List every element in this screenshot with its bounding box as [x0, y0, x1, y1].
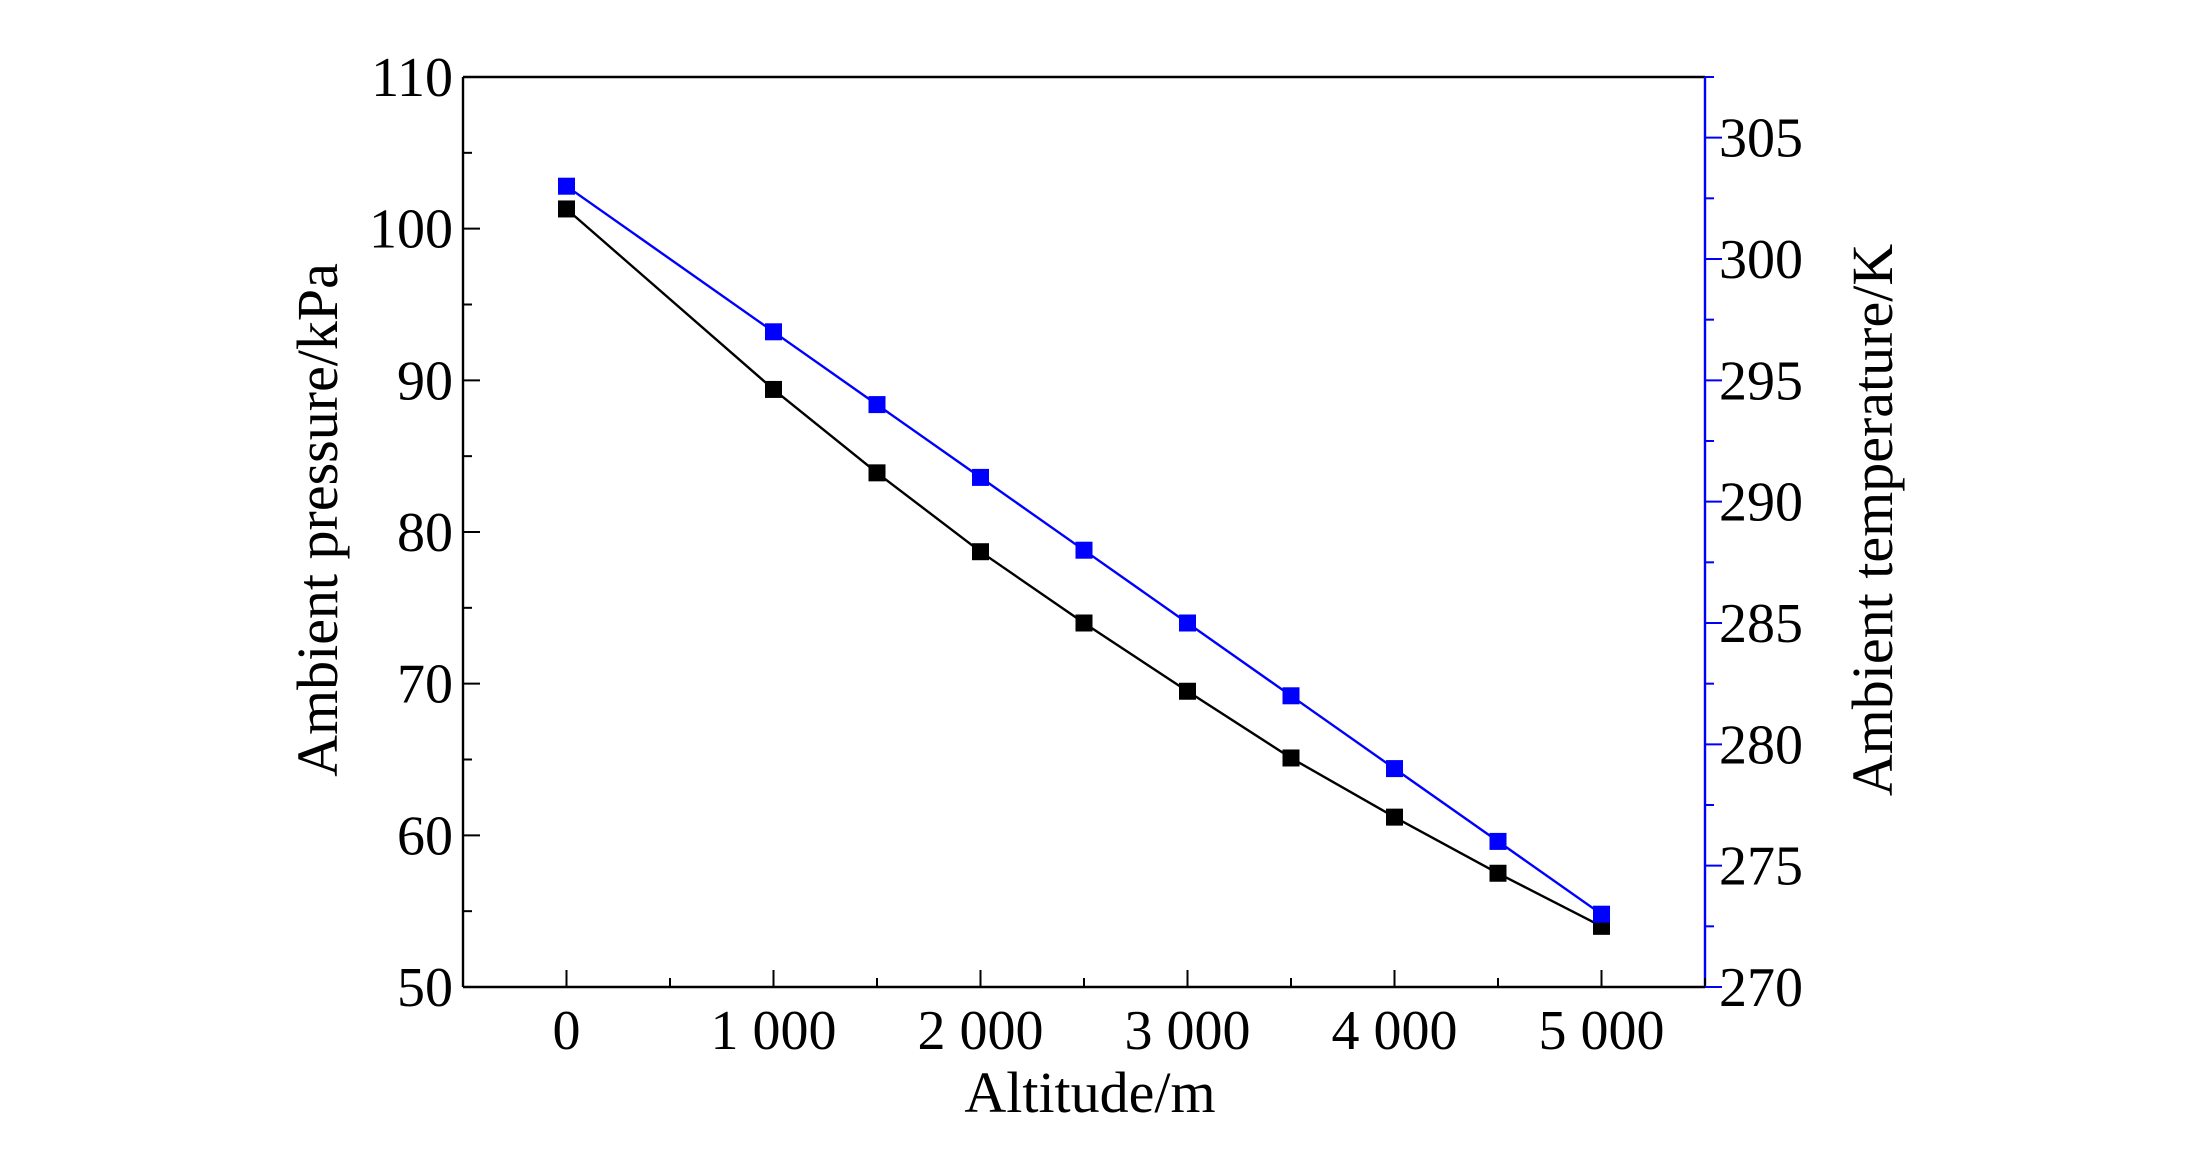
left-y-tick-label: 60	[397, 805, 453, 867]
series-1-point-6	[1179, 682, 1196, 700]
series-2-point-7	[1282, 687, 1300, 705]
x-tick-label: 1 000	[711, 1000, 837, 1062]
left-y-axis-title: Ambient pressure/kPa	[285, 263, 350, 777]
series-1-point-2	[765, 380, 782, 398]
right-y-tick-label: 290	[1719, 472, 1803, 534]
series-1-line	[565, 208, 1603, 928]
left-y-tick-label: 110	[371, 47, 453, 109]
left-y-tick-label: 90	[397, 350, 453, 412]
series-2-point-2	[765, 323, 782, 341]
right-y-tick-label: 275	[1719, 836, 1803, 898]
series-1-point-4	[972, 543, 989, 561]
series-2	[558, 177, 1610, 923]
series-2-point-5	[1075, 541, 1093, 559]
series-1-point-9	[1489, 864, 1507, 882]
series-1-point-3	[868, 464, 886, 482]
axes-layer: 0 1 000 2 000 3 000 4 000 5 000 50 60 70 80 90 100 1…	[369, 47, 1803, 1062]
series-2-point-1	[558, 177, 575, 195]
series-1-point-1	[558, 200, 575, 218]
x-tick-label: 0	[553, 1000, 581, 1062]
right-y-tick-label: 280	[1719, 714, 1803, 776]
series-1-point-7	[1282, 749, 1300, 767]
right-y-tick-label: 305	[1719, 108, 1803, 170]
left-y-tick-label: 100	[369, 199, 453, 261]
series-2-line	[565, 185, 1603, 916]
right-y-tick-label: 300	[1719, 229, 1803, 291]
right-y-axis-title: Ambient temperature/K	[1840, 244, 1905, 797]
x-tick-label: 2 000	[918, 1000, 1044, 1062]
right-y-tick-label: 295	[1719, 350, 1803, 412]
left-y-tick-label: 70	[397, 654, 453, 716]
x-tick-label: 5 000	[1539, 1000, 1665, 1062]
right-y-tick-label: 270	[1719, 957, 1803, 1019]
x-axis-title: Altitude/m	[964, 1060, 1215, 1125]
series-1	[558, 200, 1610, 935]
x-tick-label: 4 000	[1332, 1000, 1458, 1062]
series-1-point-8	[1386, 808, 1403, 826]
series-2-point-9	[1489, 832, 1507, 850]
series-layer	[558, 177, 1610, 935]
right-y-tick-label: 285	[1719, 593, 1803, 655]
series-2-point-10	[1593, 905, 1610, 923]
series-2-point-6	[1179, 614, 1196, 632]
left-y-tick-label: 80	[397, 502, 453, 564]
series-2-point-3	[868, 396, 886, 414]
series-2-point-4	[972, 468, 989, 486]
series-1-point-5	[1075, 614, 1093, 632]
x-tick-label: 3 000	[1125, 1000, 1251, 1062]
series-2-point-8	[1386, 760, 1403, 778]
left-y-tick-label: 50	[397, 957, 453, 1019]
